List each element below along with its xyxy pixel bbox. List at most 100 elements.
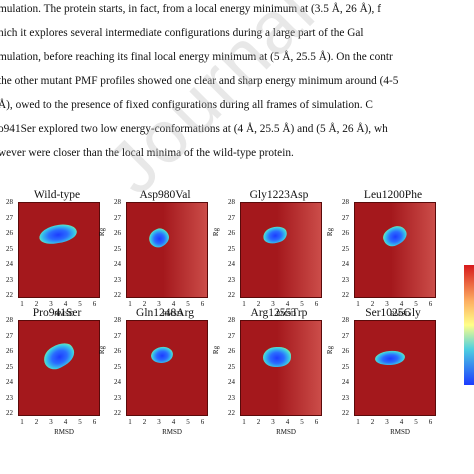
x-tick-label: 3 (271, 300, 275, 308)
x-tick-label: 3 (157, 300, 161, 308)
y-tick-label: 27 (6, 213, 13, 222)
x-tick-label: 2 (34, 300, 39, 308)
x-axis-title: RMSD (390, 310, 410, 318)
y-tick-label: 24 (114, 260, 121, 268)
text-line-2: hich it explores several intermediate co… (0, 27, 364, 39)
panel-title: Gly1223Asp (249, 189, 309, 201)
y-tick-label: 24 (228, 260, 235, 268)
text-line-1: mulation. The protein starts, in fact, f… (0, 3, 381, 15)
pmf-heatmap (126, 320, 208, 416)
pmf-panel: Pro941Ser28272625242322Rg123456RMSD (4, 306, 110, 456)
x-tick-label: 4 (399, 418, 404, 426)
x-tick-label: 1 (128, 418, 132, 426)
y-tick-label: 25 (6, 244, 13, 253)
y-tick-label: 25 (342, 244, 349, 253)
y-tick-label: 26 (6, 347, 13, 355)
text-line-3: mulation, before reaching its final loca… (0, 51, 393, 63)
x-tick-label: 3 (157, 418, 161, 426)
pmf-heatmap (18, 320, 100, 416)
x-tick-label: 6 (92, 418, 97, 426)
x-tick-label: 1 (128, 300, 132, 308)
y-tick-label: 27 (6, 331, 13, 340)
x-tick-label: 3 (49, 300, 53, 308)
y-tick-label: 24 (6, 260, 13, 268)
pmf-heatmap (354, 202, 436, 298)
y-tick-label: 22 (228, 409, 235, 417)
x-tick-label: 5 (300, 418, 304, 426)
x-axis-title: RMSD (276, 428, 296, 436)
x-tick-label: 6 (200, 418, 205, 426)
y-tick-label: 25 (114, 362, 121, 371)
energy-gradient (277, 321, 321, 415)
x-tick-label: 6 (200, 300, 205, 308)
y-tick-label: 22 (342, 291, 349, 299)
y-tick-label: 27 (228, 213, 235, 222)
x-tick-label: 4 (171, 418, 176, 426)
pmf-heatmap (18, 202, 100, 298)
y-tick-label: 22 (6, 409, 13, 417)
x-axis-title: RMSD (162, 428, 182, 436)
x-tick-label: 4 (171, 300, 176, 308)
panel-title: Gln1248Arg (136, 307, 194, 319)
y-tick-label: 22 (114, 291, 121, 299)
y-tick-label: 26 (6, 229, 13, 237)
energy-minimum (263, 347, 291, 367)
x-tick-label: 5 (414, 418, 418, 426)
y-tick-label: 26 (114, 347, 121, 355)
y-tick-label: 28 (114, 316, 121, 324)
pmf-heatmap (354, 320, 436, 416)
text-line-7: wever were closer than the local minima … (0, 147, 294, 159)
x-tick-label: 2 (256, 418, 261, 426)
x-tick-label: 5 (414, 300, 418, 308)
x-tick-label: 6 (428, 418, 433, 426)
y-tick-label: 23 (342, 275, 349, 284)
y-tick-label: 28 (114, 198, 121, 206)
text-line-4: the other mutant PMF profiles showed one… (0, 75, 399, 87)
y-axis-title: Rg (212, 227, 221, 237)
y-tick-label: 27 (342, 331, 349, 340)
x-tick-label: 2 (142, 300, 147, 308)
x-tick-label: 1 (20, 300, 24, 308)
y-tick-label: 28 (342, 198, 349, 206)
x-axis-title: RMSD (276, 310, 296, 318)
panel-title: Wild-type (33, 189, 81, 201)
pmf-panel: Ser1025Gly 28 27 26 25 24 23 22 Rg 1 2 3 4 5 6 RMSD (326, 306, 446, 456)
y-axis-title: Rg (326, 345, 335, 355)
y-tick-label: 26 (342, 347, 349, 355)
pmf-panel: Gln1248Arg 28 27 26 25 24 23 22 Rg 1 2 3 4 5 6 RMSD (98, 306, 218, 456)
pmf-panel: Wild-type28272625242322Rg123456RMSD (4, 188, 110, 338)
pmf-panel: Asp980Val 28 27 26 25 24 23 22 Rg 1 2 3 4 5 6 RMSD (98, 188, 218, 338)
x-tick-label: 5 (300, 300, 304, 308)
y-tick-label: 23 (6, 275, 13, 284)
y-tick-label: 23 (228, 393, 235, 402)
pmf-panel: Arg1255Trp 28 27 26 25 24 23 22 Rg 1 2 3 4 5 6 RMSD (212, 306, 332, 456)
x-tick-label: 2 (142, 418, 147, 426)
y-tick-label: 23 (6, 393, 13, 402)
x-tick-label: 6 (428, 300, 433, 308)
y-axis-title: Rg (98, 345, 107, 355)
x-tick-label: 5 (78, 300, 82, 308)
x-tick-label: 2 (370, 418, 375, 426)
energy-minimum (149, 345, 175, 365)
x-tick-label: 5 (78, 418, 82, 426)
y-axis-title: Rg (326, 227, 335, 237)
y-tick-label: 22 (114, 409, 121, 417)
energy-minimum (374, 349, 406, 367)
x-tick-label: 1 (242, 300, 246, 308)
x-tick-label: 4 (285, 300, 290, 308)
colorbar (464, 265, 474, 385)
y-tick-label: 27 (228, 331, 235, 340)
x-axis-title: RMSD (54, 310, 74, 318)
x-tick-label: 1 (242, 418, 246, 426)
y-tick-label: 28 (228, 198, 235, 206)
x-tick-label: 6 (92, 300, 97, 308)
x-axis-title: RMSD (54, 428, 74, 436)
x-tick-label: 5 (186, 300, 190, 308)
panel-title: Leu1200Phe (363, 189, 423, 201)
x-tick-label: 3 (385, 300, 389, 308)
x-tick-label: 1 (20, 418, 24, 426)
y-tick-label: 27 (114, 331, 121, 340)
y-tick-label: 22 (228, 291, 235, 299)
panel-title: Ser1025Gly (365, 307, 421, 319)
y-tick-label: 23 (342, 393, 349, 402)
